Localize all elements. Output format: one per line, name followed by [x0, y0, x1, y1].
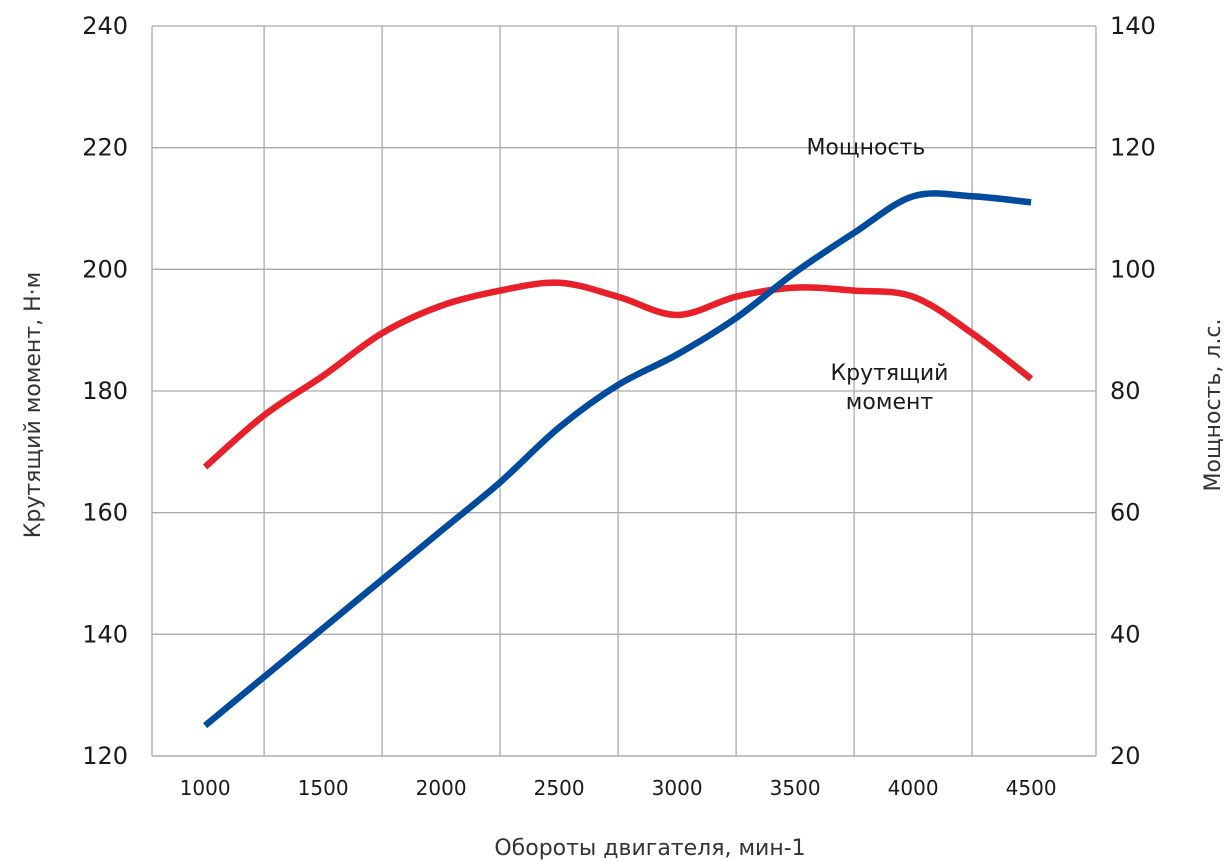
annotation-line: момент: [846, 390, 934, 415]
grid: [152, 25, 1096, 757]
y-right-tick-label: 140: [1110, 12, 1156, 40]
annotation-torque: Крутящий момент: [831, 361, 949, 415]
series-lines: [202, 190, 1034, 729]
y-left-tick-label: 180: [82, 377, 128, 405]
y-right-tick-label: 80: [1110, 377, 1141, 405]
annotation-power: Мощность: [806, 136, 925, 161]
x-axis-label: Обороты двигателя, мин-1: [494, 836, 805, 861]
plot-frame: [151, 26, 1097, 757]
y-left-tick-label: 140: [82, 620, 128, 648]
y-axis-left-label: Крутящий момент, Н·м: [21, 272, 46, 538]
y-left-tick-label: 220: [82, 134, 128, 162]
y-right-tick-label: 60: [1110, 499, 1141, 527]
y-left-tick-label: 120: [82, 742, 128, 770]
annotations: Мощность Крутящий момент: [806, 136, 948, 415]
x-tick-label: 2500: [534, 776, 585, 800]
tick-labels: 120 140 160 180 200 220 240 20 40 60 80 100 120 140 10…: [82, 12, 1156, 800]
x-tick-label: 1000: [180, 776, 231, 800]
y-right-tick-label: 100: [1110, 255, 1156, 283]
y-right-tick-label: 40: [1110, 620, 1141, 648]
y-left-tick-label: 200: [82, 255, 128, 283]
y-left-tick-label: 160: [82, 499, 128, 527]
y-right-tick-label: 120: [1110, 134, 1156, 162]
x-tick-label: 3000: [652, 776, 703, 800]
y-axis-right-label: Мощность, л.с.: [1201, 318, 1226, 491]
y-right-tick-label: 20: [1110, 742, 1141, 770]
series-line-torque: [202, 279, 1034, 470]
y-left-tick-label: 240: [82, 12, 128, 40]
x-tick-label: 4000: [888, 776, 939, 800]
x-tick-label: 3500: [770, 776, 821, 800]
x-tick-label: 4500: [1006, 776, 1057, 800]
annotation-line: Мощность: [806, 136, 925, 161]
x-tick-label: 2000: [416, 776, 467, 800]
series-line-power: [203, 190, 1032, 729]
annotation-line: Крутящий: [831, 361, 949, 386]
x-tick-label: 1500: [298, 776, 349, 800]
